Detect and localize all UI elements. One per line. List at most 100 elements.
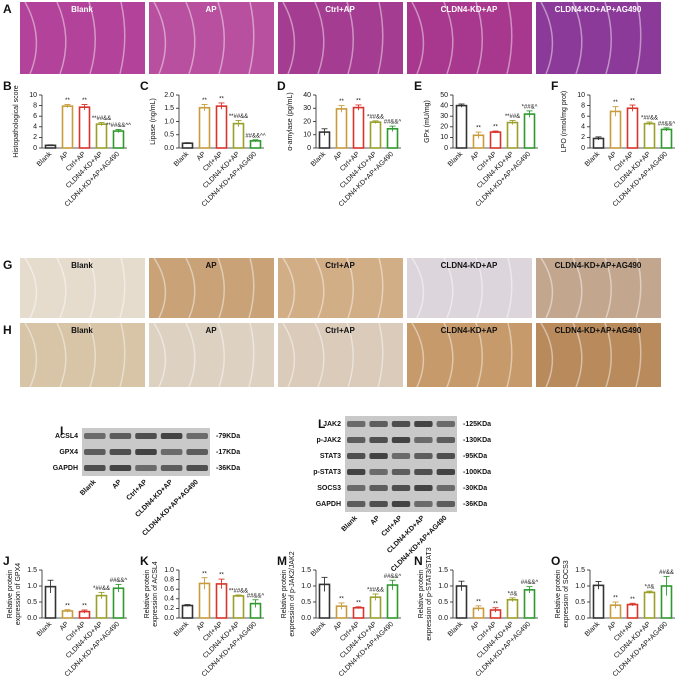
significance-label: ** <box>65 98 70 104</box>
tissue-streak <box>604 322 612 388</box>
bar <box>232 595 245 619</box>
blot-band <box>414 421 433 427</box>
tissue-streak <box>217 1 225 75</box>
panel-label: L <box>318 417 325 431</box>
size-label: -17KDa <box>216 449 240 456</box>
tissue-streak <box>377 1 384 75</box>
bar <box>181 142 194 149</box>
blot-band <box>186 449 208 455</box>
protein-label: STAT3 <box>320 453 341 460</box>
significance-label: *##&& <box>367 588 384 594</box>
histology-image <box>149 323 274 387</box>
y-tick-label: 1.5 <box>438 567 448 574</box>
y-axis-label: expression of p-JAK2/JAK2 <box>289 551 296 636</box>
x-tick-label: Blank <box>584 620 602 638</box>
bar <box>386 584 399 619</box>
bar <box>112 587 125 619</box>
histology-image <box>278 258 403 318</box>
error-bar <box>201 104 208 111</box>
significance-label: ** <box>476 599 481 605</box>
protein-label: p-STAT3 <box>313 469 341 476</box>
y-tick-label: 10 <box>303 132 311 139</box>
x-tick-label: Blank <box>584 150 602 168</box>
bar <box>506 598 519 619</box>
tissue-streak <box>346 1 354 75</box>
protein-label: ACSL4 <box>55 433 78 440</box>
bar <box>592 584 605 619</box>
blot-band <box>369 437 388 443</box>
y-axis-label: Histopathological score <box>13 85 20 157</box>
tissue-streak <box>24 322 38 388</box>
x-tick-label: Blank <box>36 620 54 638</box>
y-tick-label: 8 <box>33 102 37 109</box>
significance-label: ** <box>82 604 87 610</box>
y-tick-label: 0 <box>444 145 448 152</box>
size-label: -100KDa <box>463 469 491 476</box>
image-caption: CLDN4-KD+AP+AG490 <box>555 261 642 270</box>
bar <box>335 108 348 149</box>
bar <box>523 113 536 149</box>
error-bar <box>458 103 465 108</box>
significance-label: ** <box>613 596 618 602</box>
blot-band <box>414 453 433 459</box>
significance-label: ** <box>630 597 635 603</box>
blot-band <box>369 469 388 475</box>
histology-image <box>149 2 274 74</box>
tissue-streak <box>443 1 454 75</box>
tissue-streak <box>56 1 67 75</box>
bar <box>352 106 365 149</box>
histology-image <box>149 258 274 318</box>
blot-band <box>414 501 433 507</box>
lane-label: AP <box>111 479 123 491</box>
y-tick-label: 1.0 <box>301 583 311 590</box>
bar <box>61 105 74 149</box>
bar <box>369 121 382 149</box>
tissue-streak <box>346 322 354 388</box>
error-bar <box>629 602 636 606</box>
y-tick-label: 0.0 <box>301 615 311 622</box>
image-caption: CLDN4-KD+AP <box>441 261 498 270</box>
tissue-streak <box>475 257 483 319</box>
y-tick-label: 0 <box>581 145 585 152</box>
tissue-streak <box>411 1 425 75</box>
y-tick-label: 30 <box>440 113 448 120</box>
x-tick-label: AP <box>470 621 482 633</box>
significance-label: **##&& <box>92 116 111 122</box>
y-tick-label: 2 <box>33 134 37 141</box>
tissue-streak <box>540 257 554 319</box>
panel-label: I <box>60 424 63 438</box>
blot-band <box>414 469 433 475</box>
bar <box>643 122 656 149</box>
blot-band <box>436 469 455 475</box>
image-caption: Blank <box>71 5 93 14</box>
y-axis-label: expression of GPX4 <box>15 563 22 625</box>
tissue-streak <box>411 322 425 388</box>
bar <box>95 594 108 619</box>
significance-label: ** <box>202 98 207 104</box>
significance-label: ** <box>219 97 224 103</box>
lane-label: CLDN4-KD+AP+AG490 <box>141 479 200 538</box>
lane-label: Blank <box>340 515 359 534</box>
bar <box>95 123 108 149</box>
y-tick-label: 10 <box>577 92 585 99</box>
bar <box>455 104 468 149</box>
significance-label: ** <box>356 99 361 105</box>
significance-label: ** <box>476 126 481 132</box>
tissue-streak <box>572 322 583 388</box>
bar <box>660 128 673 149</box>
bar <box>609 110 622 149</box>
error-bar <box>475 605 482 611</box>
size-label: -79KDa <box>216 433 240 440</box>
tissue-streak <box>217 322 225 388</box>
error-bar <box>663 127 670 132</box>
error-bar <box>646 121 653 126</box>
size-label: -125KDa <box>463 421 491 428</box>
panel-label: A <box>3 2 12 16</box>
tissue-streak <box>185 1 196 75</box>
error-bar <box>663 575 670 596</box>
image-caption: Ctrl+AP <box>325 5 355 14</box>
blot-band <box>347 421 366 427</box>
significance-label: ##&&^ <box>247 593 265 599</box>
blot-band <box>391 485 411 491</box>
panel-label: D <box>277 79 286 93</box>
